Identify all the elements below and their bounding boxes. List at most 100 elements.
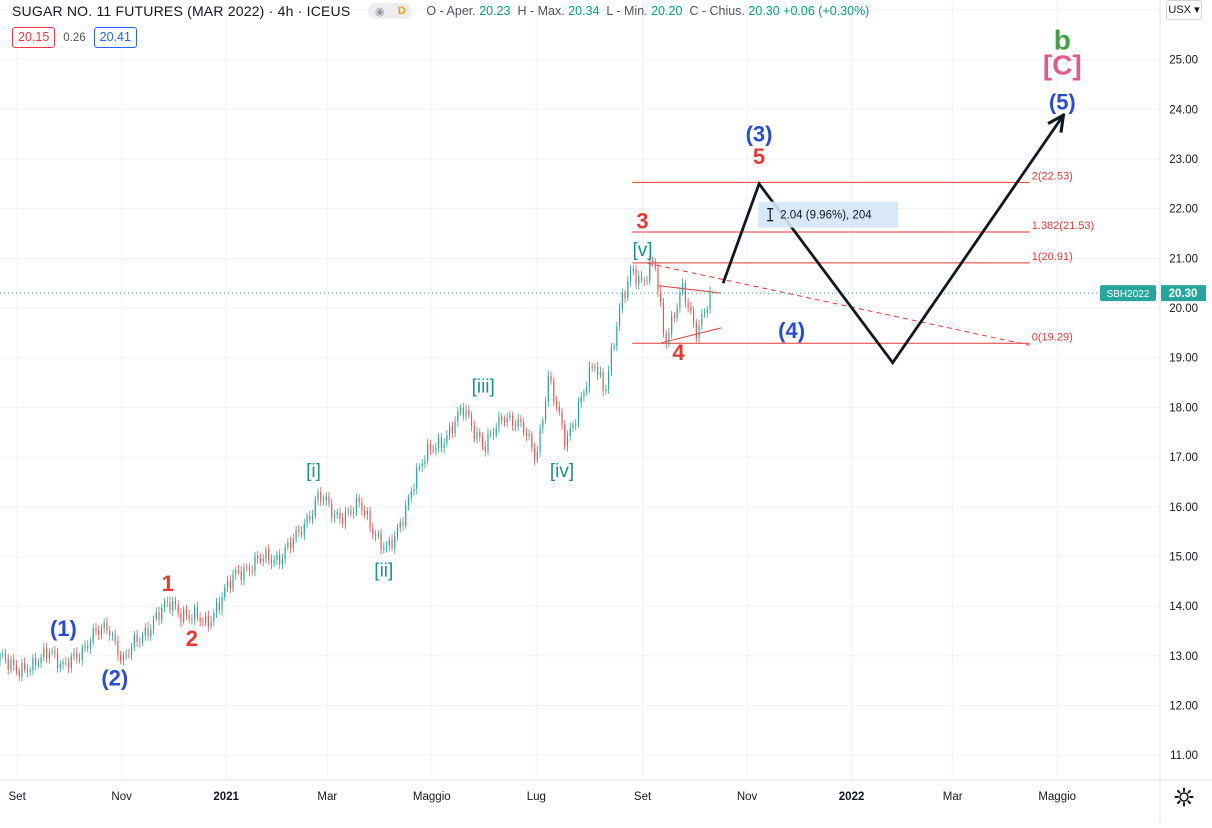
candle-body xyxy=(215,602,218,614)
candles-group xyxy=(0,255,711,682)
candle-body xyxy=(358,497,360,503)
candle-body xyxy=(128,654,130,655)
y-tick-label: 19.00 xyxy=(1169,353,1198,365)
candle-body xyxy=(172,600,174,611)
candle-body xyxy=(144,627,146,636)
candle-body xyxy=(640,276,643,281)
candle-body xyxy=(322,500,325,502)
candle-body xyxy=(643,280,645,281)
gear-icon[interactable] xyxy=(1173,786,1195,808)
y-tick-label: 24.00 xyxy=(1169,104,1198,116)
candle-body xyxy=(506,417,508,423)
currency-label: USX xyxy=(1168,4,1192,16)
y-tick-label: 22.00 xyxy=(1169,204,1198,216)
candle-body xyxy=(13,659,15,666)
triangle-line xyxy=(657,285,722,294)
candle-body xyxy=(353,512,355,514)
wave-label: [C] xyxy=(1043,50,1082,81)
candle-body xyxy=(449,426,451,436)
candle-body xyxy=(498,416,500,429)
candle-body xyxy=(166,601,168,603)
candle-body xyxy=(572,424,574,428)
candle-body xyxy=(517,418,519,427)
candle-body xyxy=(276,554,278,560)
candle-body xyxy=(191,618,193,620)
x-tick-label: Lug xyxy=(527,791,546,803)
symbol-badge-bg xyxy=(1100,285,1156,302)
fib-level-label: 1.382(21.53) xyxy=(1032,220,1094,232)
price-badge-text: 20.30 xyxy=(1169,288,1198,300)
candle-body xyxy=(54,651,56,654)
candle-body xyxy=(29,670,31,672)
candle-body xyxy=(311,515,314,520)
x-tick-label: Set xyxy=(9,791,27,803)
candle-body xyxy=(544,401,547,421)
candle-body xyxy=(155,612,157,619)
candle-body xyxy=(32,658,34,671)
candle-body xyxy=(561,411,563,425)
candle-body xyxy=(262,559,264,562)
candle-body xyxy=(259,558,262,562)
x-tick-label: 2021 xyxy=(213,791,239,803)
candle-body xyxy=(709,291,711,310)
delayed-flag: D xyxy=(397,5,406,17)
candle-body xyxy=(328,496,330,504)
candle-body xyxy=(539,428,541,452)
candle-body xyxy=(421,463,423,467)
wave-label: 2 xyxy=(186,626,198,651)
candle-body xyxy=(205,615,207,623)
visibility-toggle[interactable]: ◉ D xyxy=(368,3,413,19)
candle-body xyxy=(610,347,612,371)
measure-box xyxy=(758,201,899,228)
wave-label: 5 xyxy=(753,144,765,169)
candle-body xyxy=(424,460,426,464)
candle-body xyxy=(438,437,440,448)
candle-body xyxy=(512,415,514,426)
candle-body xyxy=(188,615,190,619)
candle-body xyxy=(577,402,580,424)
currency-selector[interactable]: USX ▾ xyxy=(1166,0,1202,20)
candle-body xyxy=(490,432,492,434)
ohlc-values: O - Aper. 20.23 H - Max. 20.34 L - Min. … xyxy=(426,4,869,18)
candle-body xyxy=(24,662,26,670)
candle-body xyxy=(133,635,135,648)
candle-body xyxy=(117,641,119,656)
candle-body xyxy=(533,447,536,460)
y-tick-label: 18.00 xyxy=(1169,402,1198,414)
candle-body xyxy=(87,645,89,649)
candle-body xyxy=(588,366,591,388)
candle-body xyxy=(671,315,673,334)
candle-body xyxy=(306,515,308,524)
high-label: H - Max. xyxy=(517,4,565,18)
candle-body xyxy=(320,492,322,502)
candle-body xyxy=(481,436,484,447)
candle-body xyxy=(213,613,215,622)
candle-body xyxy=(59,664,61,669)
candle-body xyxy=(416,467,418,489)
candle-body xyxy=(462,407,464,416)
candle-body xyxy=(501,416,503,421)
candle-body xyxy=(284,547,286,560)
candle-body xyxy=(270,559,273,564)
close-label: C - Chius. xyxy=(689,4,745,18)
bid-price[interactable]: 20.15 xyxy=(12,27,56,48)
candle-body xyxy=(457,411,459,422)
candle-body xyxy=(649,261,651,281)
candle-body xyxy=(413,488,415,492)
candle-body xyxy=(161,607,163,620)
candle-body xyxy=(660,291,662,303)
candle-body xyxy=(122,655,124,661)
candle-body xyxy=(558,406,560,412)
candle-body xyxy=(618,308,621,327)
candle-body xyxy=(224,587,226,598)
candle-body xyxy=(237,570,240,572)
candle-body xyxy=(314,500,316,516)
symbol-title[interactable]: SUGAR NO. 11 FUTURES (MAR 2022) · 4h · I… xyxy=(12,3,351,19)
ask-price[interactable]: 20.41 xyxy=(93,27,137,48)
candle-body xyxy=(147,627,149,637)
spread-value: 0.26 xyxy=(63,31,86,44)
candle-body xyxy=(350,510,352,514)
candle-body xyxy=(383,547,385,550)
